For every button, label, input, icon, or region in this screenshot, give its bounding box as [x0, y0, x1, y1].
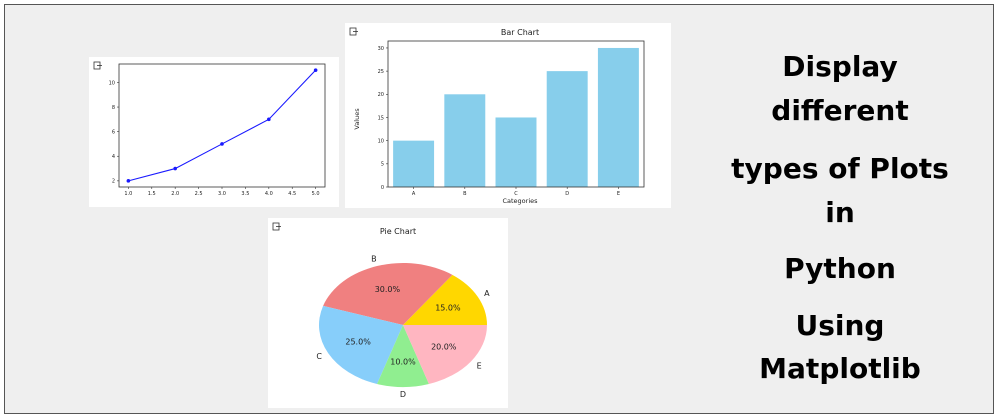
- bar: [495, 117, 537, 187]
- y-tick-label: 30: [378, 46, 384, 52]
- line-chart-panel: 1.0 1.5 2.0 2.5 3.0 3.5 4.0 4.5 5.0 2 4 6 8 10: [89, 57, 339, 207]
- slice-label: B: [371, 254, 377, 263]
- x-tick-label: D: [565, 191, 569, 197]
- y-tick-label: 20: [378, 92, 384, 98]
- export-icon[interactable]: [272, 222, 281, 231]
- slice-percent-label: 10.0%: [390, 358, 416, 367]
- pie-slice: [323, 263, 453, 325]
- caption-line-5: Python: [784, 252, 896, 285]
- chart-title: Bar Chart: [501, 28, 539, 37]
- x-tick-label: 1.0: [124, 191, 132, 197]
- chart-title: Pie Chart: [380, 227, 416, 236]
- pie-chart: Pie Chart 15.0% A 30.0% B 25.0% C 10.0% D 20.0% E: [272, 222, 490, 399]
- slice-percent-label: 25.0%: [345, 337, 371, 346]
- bar: [444, 94, 486, 187]
- x-tick-label: B: [463, 191, 467, 197]
- caption-line-6: Using: [795, 309, 885, 342]
- x-tick-label: 4.5: [288, 191, 296, 197]
- caption-line-2: different: [771, 94, 909, 127]
- bar: [546, 71, 588, 187]
- slice-percent-label: 20.0%: [431, 342, 457, 351]
- x-tick-label: 2.5: [195, 191, 203, 197]
- slice-percent-label: 15.0%: [435, 304, 461, 313]
- bar-chart: Bar Chart Categories Values A B C D E 0 5 10 15 2…: [349, 27, 645, 205]
- x-tick-label: E: [617, 191, 620, 197]
- caption-line-7: Matplotlib: [759, 352, 921, 385]
- x-tick-label: 4.0: [265, 191, 273, 197]
- data-point: [173, 166, 177, 171]
- y-tick-label: 6: [112, 129, 115, 135]
- pie-slice: [377, 325, 429, 387]
- pie-chart-panel: Pie Chart 15.0% A 30.0% B 25.0% C 10.0% D 20.0% E: [268, 218, 508, 408]
- bar: [597, 47, 639, 188]
- slide-frame: 1.0 1.5 2.0 2.5 3.0 3.5 4.0 4.5 5.0 2 4 6 8 10 Bar Ch…: [4, 4, 994, 414]
- plot-area: [118, 63, 326, 188]
- slice-label: C: [316, 352, 322, 361]
- caption-line-4: in: [825, 196, 855, 229]
- data-point: [267, 117, 271, 122]
- x-tick-label: 2.0: [171, 191, 179, 197]
- bar: [393, 140, 435, 187]
- plot-area: [387, 40, 645, 188]
- data-point: [220, 142, 224, 146]
- series-line: [128, 69, 317, 182]
- export-icon[interactable]: [93, 61, 102, 70]
- y-tick-label: 4: [112, 154, 115, 160]
- x-tick-label: 3.0: [218, 191, 226, 197]
- x-tick-label: 1.5: [148, 191, 156, 197]
- y-axis-label: Values: [353, 108, 361, 130]
- pie-slice: [403, 325, 487, 384]
- y-tick-label: 15: [378, 115, 384, 121]
- y-tick-label: 2: [112, 179, 115, 185]
- y-tick-label: 8: [112, 105, 115, 111]
- line-chart: 1.0 1.5 2.0 2.5 3.0 3.5 4.0 4.5 5.0 2 4 6 8 10: [93, 61, 326, 197]
- y-tick-label: 5: [381, 162, 384, 168]
- slice-label: E: [477, 361, 482, 370]
- slice-label: D: [400, 390, 406, 399]
- x-tick-label: 5.0: [312, 191, 320, 197]
- y-tick-label: 0: [381, 185, 384, 191]
- bar-chart-panel: Bar Chart Categories Values A B C D E 0 5 10 15 2…: [345, 23, 671, 208]
- pie-slice: [319, 305, 403, 384]
- export-icon[interactable]: [349, 27, 358, 36]
- x-tick-label: 3.5: [241, 191, 249, 197]
- y-tick-label: 10: [109, 80, 115, 86]
- y-tick-label: 25: [378, 69, 384, 75]
- x-tick-label: A: [412, 191, 416, 197]
- data-point: [313, 68, 318, 72]
- slice-label: A: [484, 289, 490, 298]
- pie-slice: [403, 274, 487, 325]
- caption-line-3: types of Plots: [731, 152, 949, 185]
- y-tick-label: 10: [378, 138, 384, 144]
- caption-text: Display different types of Plots in Pyth…: [705, 45, 975, 395]
- x-axis-label: Categories: [502, 197, 538, 205]
- slice-percent-label: 30.0%: [375, 285, 401, 294]
- x-tick-label: C: [514, 191, 518, 197]
- caption-line-1: Display: [782, 50, 898, 83]
- data-point: [126, 179, 131, 183]
